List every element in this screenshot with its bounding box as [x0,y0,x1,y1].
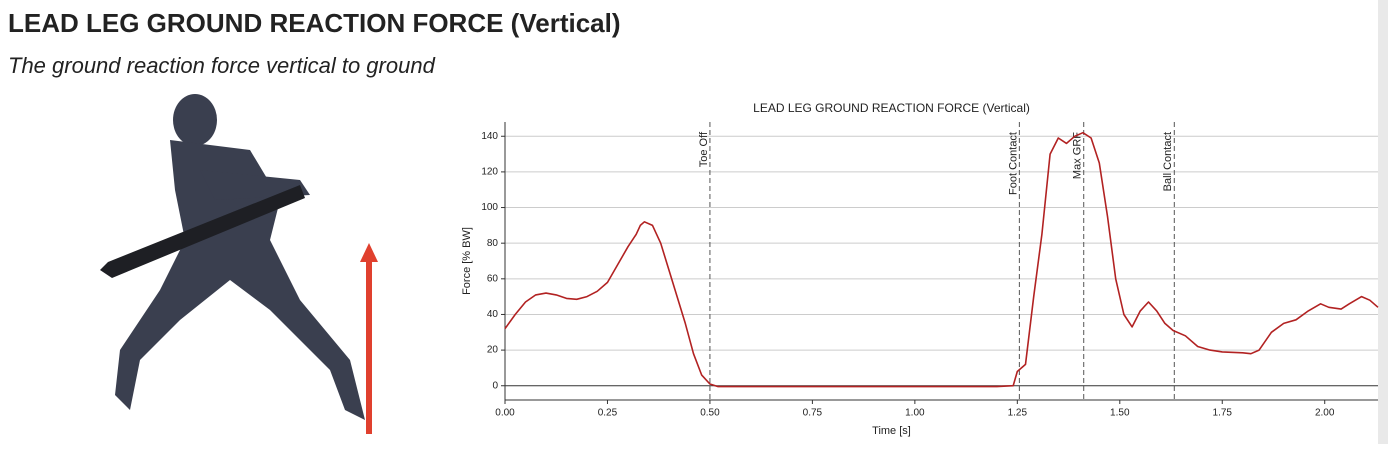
force-arrow [360,243,378,434]
y-tick-label: 80 [487,238,499,249]
y-tick-label: 120 [481,167,498,178]
y-tick-label: 40 [487,309,499,320]
x-tick-label: 0.00 [495,408,515,419]
x-tick-label: 1.25 [1008,408,1028,419]
x-tick-label: 0.25 [598,408,618,419]
y-axis-label: Force [% BW] [461,227,473,295]
right-edge-shade [1378,0,1388,444]
x-tick-label: 0.75 [803,408,823,419]
page-subtitle: The ground reaction force vertical to gr… [8,53,436,78]
x-tick-label: 1.75 [1213,408,1233,419]
x-axis-label: Time [s] [872,425,911,437]
y-tick-label: 0 [492,380,498,391]
y-tick-label: 20 [487,345,499,356]
y-tick-label: 60 [487,273,499,284]
athlete-illustration [100,94,365,420]
event-label: Toe Off [698,131,710,167]
event-label: Max GRF [1072,132,1084,179]
page-title: LEAD LEG GROUND REACTION FORCE (Vertical… [8,8,621,38]
x-tick-label: 0.50 [700,408,720,419]
x-tick-label: 1.00 [905,408,925,419]
data-line [504,131,1379,388]
y-tick-label: 100 [481,202,498,213]
event-label: Foot Contact [1007,132,1019,195]
x-tick-label: 1.50 [1110,408,1130,419]
y-tick-label: 140 [481,131,498,142]
chart-title: LEAD LEG GROUND REACTION FORCE (Vertical… [753,101,1030,115]
x-tick-label: 2.00 [1315,408,1335,419]
event-label: Ball Contact [1162,132,1174,191]
